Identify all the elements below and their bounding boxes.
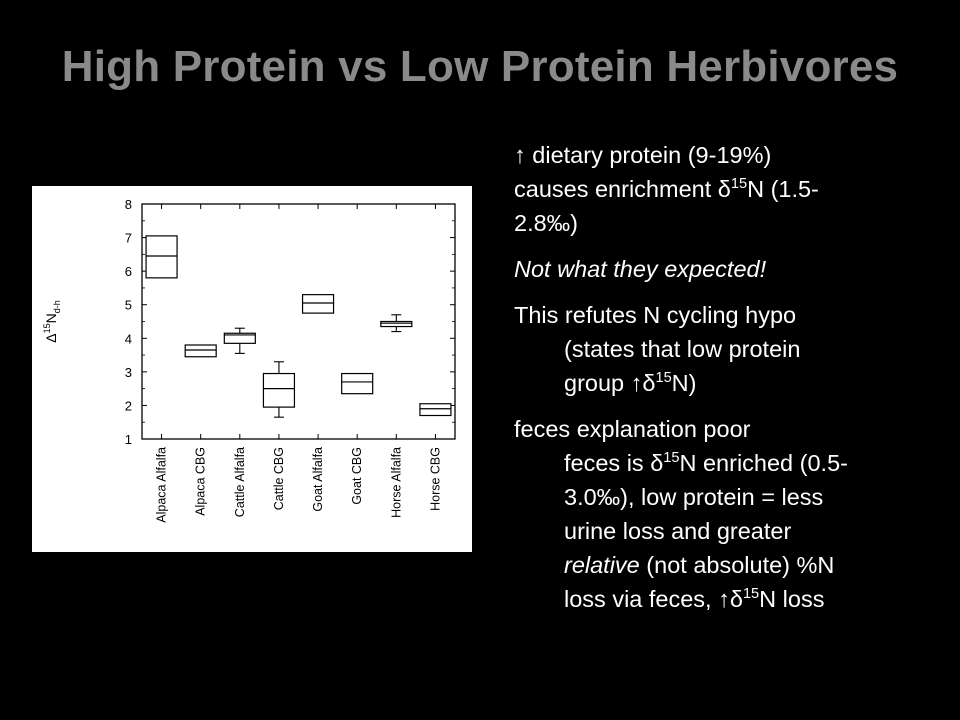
y-tick-label: 5 xyxy=(125,298,132,313)
y-tick-label: 4 xyxy=(125,331,132,346)
box xyxy=(184,344,217,358)
x-tick-label: Alpaca CBG xyxy=(194,447,208,516)
bullet-dietary-protein: ↑ dietary protein (9-19%) causes enrichm… xyxy=(514,138,960,240)
superscript: 15 xyxy=(655,369,672,386)
bullet-refutes-hypo: This refutes N cycling hypo (states that… xyxy=(514,298,960,400)
y-axis-label: Δ15Nd-h xyxy=(42,300,62,343)
bullet-line: N (1.5- xyxy=(747,176,819,202)
y-axis-label-sup: 15 xyxy=(42,323,52,333)
box xyxy=(341,372,374,395)
x-tick-label: Horse Alfalfa xyxy=(389,447,403,518)
box xyxy=(419,403,452,417)
y-axis-label-delta: Δ xyxy=(43,333,59,342)
bullet-subline: loss via feces, ↑δ15N loss xyxy=(514,582,960,616)
bullet-feces-explanation: feces explanation poor feces is δ15N enr… xyxy=(514,412,960,616)
y-axis-label-base: N xyxy=(43,313,59,323)
bullet-subline: relative (not absolute) %N xyxy=(514,548,960,582)
bullet-subline-text: N) xyxy=(671,370,697,396)
bullet-subline-text: N loss xyxy=(759,586,825,612)
bullet-subline-text: feces is δ xyxy=(564,450,664,476)
box xyxy=(223,332,256,344)
y-tick-label: 1 xyxy=(125,432,132,447)
emphasis-text: relative xyxy=(564,552,640,578)
x-tick-label: Goat Alfalfa xyxy=(311,447,325,512)
slide-body-text: ↑ dietary protein (9-19%) causes enrichm… xyxy=(514,138,960,628)
bullet-subline-text: N enriched (0.5- xyxy=(679,450,848,476)
bullet-subline: urine loss and greater xyxy=(564,518,792,544)
superscript: 15 xyxy=(730,175,748,192)
bullet-subline: group ↑δ15N) xyxy=(514,366,960,400)
box xyxy=(262,372,296,408)
bullet-not-expected: Not what they expected! xyxy=(514,256,767,282)
y-tick-label: 7 xyxy=(125,231,132,246)
box xyxy=(301,294,335,314)
bullet-line: 2.8‰) xyxy=(514,210,578,236)
superscript: 15 xyxy=(742,585,760,602)
bullet-subline-text: (not absolute) %N xyxy=(639,552,835,578)
y-tick-label: 2 xyxy=(125,398,132,413)
box xyxy=(380,320,413,328)
y-axis-label-sub: d-h xyxy=(52,300,62,313)
x-tick-label: Goat CBG xyxy=(350,447,364,505)
bullet-line: ↑ dietary protein (9-19%) xyxy=(514,142,772,168)
y-tick-label: 6 xyxy=(125,264,132,279)
bullet-line: This refutes N cycling hypo xyxy=(514,302,797,328)
bullet-subline: 3.0‰), low protein = less xyxy=(564,484,824,510)
x-tick-label: Horse CBG xyxy=(428,447,442,511)
bullet-line: feces explanation poor xyxy=(514,416,751,442)
bullet-subline-text: group ↑δ xyxy=(564,370,656,396)
bullet-subline: feces is δ15N enriched (0.5- xyxy=(514,446,960,480)
x-tick-label: Cattle CBG xyxy=(272,447,286,510)
bullet-line: causes enrichment δ xyxy=(514,176,731,202)
y-tick-label: 3 xyxy=(125,365,132,380)
box xyxy=(145,235,178,279)
y-tick-label: 8 xyxy=(125,197,132,212)
boxplot-chart: 1 2 3 4 5 6 7 8 Δ15Nd-h Alpaca Alfalfa Alpaca CBG C… xyxy=(42,197,456,523)
x-tick-label: Alpaca Alfalfa xyxy=(155,447,169,523)
bullet-subline-text: loss via feces, ↑δ xyxy=(564,586,743,612)
slide-title: High Protein vs Low Protein Herbivores xyxy=(61,42,899,91)
superscript: 15 xyxy=(663,449,680,466)
boxplot-figure: 1 2 3 4 5 6 7 8 Δ15Nd-h Alpaca Alfalfa Alpaca CBG C… xyxy=(32,186,472,552)
x-tick-label: Cattle Alfalfa xyxy=(233,447,247,517)
bullet-subline: (states that low protein xyxy=(564,336,801,362)
